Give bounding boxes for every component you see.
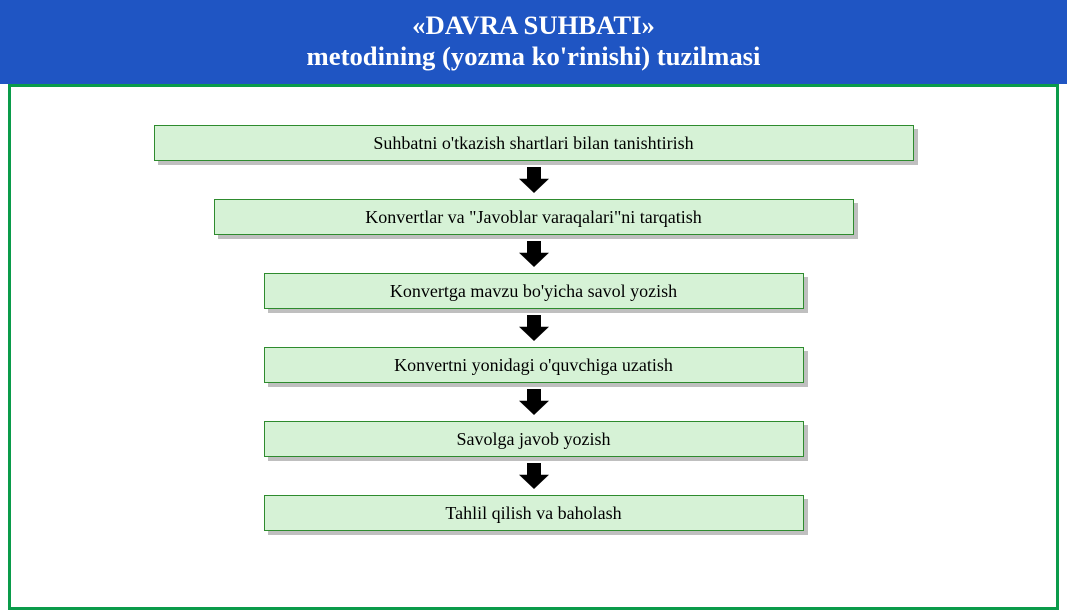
flow-step: Tahlil qilish va baholash	[264, 495, 804, 531]
title-line-2: metodining (yozma ko'rinishi) tuzilmasi	[0, 41, 1067, 72]
flow-step-label: Konvertni yonidagi o'quvchiga uzatish	[394, 355, 673, 376]
down-arrow-icon	[519, 167, 549, 193]
flow-step: Konvertlar va "Javoblar varaqalari"ni ta…	[214, 199, 854, 235]
main-frame: Suhbatni o'tkazish shartlari bilan tanis…	[8, 84, 1059, 610]
flow-step-box: Konvertga mavzu bo'yicha savol yozish	[264, 273, 804, 309]
flow-step-box: Konvertlar va "Javoblar varaqalari"ni ta…	[214, 199, 854, 235]
flow-step: Savolga javob yozish	[264, 421, 804, 457]
flow-step-box: Tahlil qilish va baholash	[264, 495, 804, 531]
flow-step: Suhbatni o'tkazish shartlari bilan tanis…	[154, 125, 914, 161]
down-arrow-icon	[519, 463, 549, 489]
flow-step-box: Savolga javob yozish	[264, 421, 804, 457]
flow-step-label: Suhbatni o'tkazish shartlari bilan tanis…	[373, 133, 693, 154]
flow-step-box: Konvertni yonidagi o'quvchiga uzatish	[264, 347, 804, 383]
title-line-1: «DAVRA SUHBATI»	[0, 10, 1067, 41]
flow-step-label: Konvertlar va "Javoblar varaqalari"ni ta…	[365, 207, 702, 228]
title-header: «DAVRA SUHBATI» metodining (yozma ko'rin…	[0, 0, 1067, 84]
flow-step: Konvertni yonidagi o'quvchiga uzatish	[264, 347, 804, 383]
down-arrow-icon	[519, 315, 549, 341]
flow-step-label: Tahlil qilish va baholash	[445, 503, 621, 524]
down-arrow-icon	[519, 241, 549, 267]
flowchart: Suhbatni o'tkazish shartlari bilan tanis…	[154, 125, 914, 537]
flow-step-box: Suhbatni o'tkazish shartlari bilan tanis…	[154, 125, 914, 161]
flow-step: Konvertga mavzu bo'yicha savol yozish	[264, 273, 804, 309]
flow-step-label: Konvertga mavzu bo'yicha savol yozish	[390, 281, 677, 302]
down-arrow-icon	[519, 389, 549, 415]
flow-step-label: Savolga javob yozish	[457, 429, 611, 450]
